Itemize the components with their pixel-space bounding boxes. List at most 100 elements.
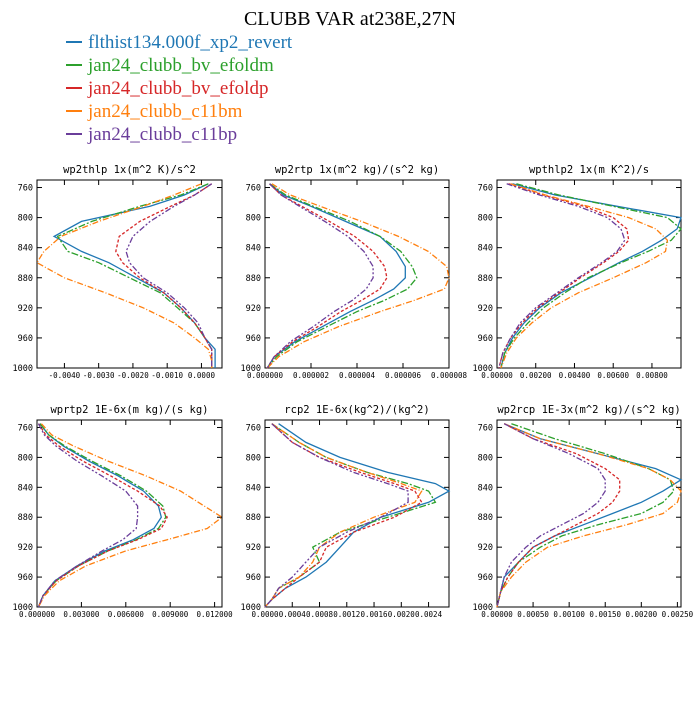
legend-item-2: jan24_clubb_bv_efoldm bbox=[66, 54, 292, 77]
ytick-label-5-4: 880 bbox=[246, 513, 261, 523]
xtick-label-4-1: 0.000000 bbox=[19, 610, 56, 619]
xtick-label-6-1: 0.00000 bbox=[481, 610, 513, 619]
legend-label-1: flthist134.000f_xp2_revert bbox=[88, 32, 293, 53]
ytick-label-1-7: 1000 bbox=[13, 364, 33, 374]
xtick-label-1-2: -0.0030 bbox=[83, 371, 115, 380]
xtick-label-5-3: 0.0008 bbox=[306, 610, 334, 619]
chart-title-4: wprtp2 1E-6x(m kg)/(s kg) bbox=[50, 404, 208, 416]
series-line-6-5 bbox=[496, 423, 606, 608]
ytick-label-1-5: 920 bbox=[18, 304, 33, 314]
series-line-1-2 bbox=[56, 183, 213, 368]
series-line-5-4 bbox=[264, 423, 423, 608]
ytick-label-1-3: 840 bbox=[18, 244, 33, 254]
xtick-label-2-3: 0.000004 bbox=[339, 371, 376, 380]
xtick-label-3-2: 0.00200 bbox=[520, 371, 552, 380]
xtick-label-3-4: 0.00600 bbox=[597, 371, 629, 380]
series-line-3-5 bbox=[498, 183, 626, 369]
ytick-label-1-1: 760 bbox=[18, 184, 33, 194]
series-line-1-4 bbox=[36, 183, 213, 368]
xtick-label-4-3: 0.006000 bbox=[108, 610, 145, 619]
series-line-6-2 bbox=[496, 423, 675, 608]
series-line-2-1 bbox=[266, 183, 406, 369]
ytick-label-6-5: 920 bbox=[478, 543, 493, 553]
xtick-label-4-2: 0.003000 bbox=[63, 610, 100, 619]
legend-item-3: jan24_clubb_bv_efoldp bbox=[66, 77, 292, 100]
ytick-label-5-2: 800 bbox=[246, 453, 261, 463]
ytick-label-4-4: 880 bbox=[18, 513, 33, 523]
xtick-label-6-6: 0.00250 bbox=[662, 610, 694, 619]
chart-title-6: wp2rcp 1E-3x(m^2 kg)/(s^2 kg) bbox=[497, 404, 680, 416]
series-line-3-4 bbox=[500, 183, 669, 369]
chart-title-1: wp2thlp 1x(m^2 K)/s^2 bbox=[63, 164, 196, 176]
ytick-label-6-2: 800 bbox=[478, 453, 493, 463]
xtick-label-2-2: 0.000002 bbox=[293, 371, 329, 380]
xtick-label-5-7: 0.0024 bbox=[415, 610, 443, 619]
xtick-label-5-5: 0.0016 bbox=[360, 610, 388, 619]
series-line-4-1 bbox=[37, 423, 163, 608]
plot-frame-4 bbox=[36, 419, 223, 608]
ytick-label-4-5: 920 bbox=[18, 543, 33, 553]
xtick-label-6-3: 0.00100 bbox=[553, 610, 585, 619]
ytick-label-4-7: 1000 bbox=[13, 603, 33, 613]
ytick-label-2-5: 920 bbox=[246, 304, 261, 314]
ytick-label-4-3: 840 bbox=[18, 483, 33, 493]
legend-label-5: jan24_clubb_c11bp bbox=[88, 124, 238, 145]
series-line-2-4 bbox=[266, 183, 450, 369]
ytick-label-3-4: 880 bbox=[478, 274, 493, 284]
legend-item-5: jan24_clubb_c11bp bbox=[66, 123, 292, 146]
legend-swatch-4 bbox=[66, 109, 82, 112]
series-line-4-4 bbox=[37, 423, 224, 608]
legend-swatch-1 bbox=[66, 40, 82, 43]
ytick-label-6-6: 960 bbox=[478, 573, 493, 583]
ytick-label-1-2: 800 bbox=[18, 214, 33, 224]
plot-frame-3 bbox=[496, 179, 682, 369]
ytick-label-6-3: 840 bbox=[478, 483, 493, 493]
xtick-label-1-1: -0.0040 bbox=[49, 371, 81, 380]
ytick-label-2-1: 760 bbox=[246, 184, 261, 194]
series-line-3-2 bbox=[500, 183, 682, 369]
xtick-label-3-5: 0.00800 bbox=[636, 371, 668, 380]
ytick-label-3-6: 960 bbox=[478, 334, 493, 344]
series-line-3-3 bbox=[498, 183, 630, 369]
series-line-4-2 bbox=[37, 423, 167, 608]
series-line-3-1 bbox=[500, 183, 682, 369]
ytick-label-4-2: 800 bbox=[18, 453, 33, 463]
ytick-label-5-7: 1000 bbox=[241, 603, 261, 613]
ytick-label-6-7: 1000 bbox=[473, 603, 493, 613]
series-line-5-5 bbox=[264, 423, 409, 608]
ytick-label-2-6: 960 bbox=[246, 334, 261, 344]
series-line-5-3 bbox=[264, 423, 423, 608]
series-line-6-1 bbox=[496, 423, 683, 608]
legend-label-2: jan24_clubb_bv_efoldm bbox=[88, 55, 274, 76]
ytick-label-2-7: 1000 bbox=[241, 364, 261, 374]
ytick-label-3-2: 800 bbox=[478, 214, 493, 224]
xtick-label-2-5: 0.000008 bbox=[431, 371, 468, 380]
ytick-label-1-6: 960 bbox=[18, 334, 33, 344]
ytick-label-3-1: 760 bbox=[478, 184, 493, 194]
plot-frame-6 bbox=[496, 419, 682, 608]
ytick-label-2-3: 840 bbox=[246, 244, 261, 254]
legend-swatch-2 bbox=[66, 63, 82, 66]
xtick-label-6-2: 0.00050 bbox=[517, 610, 549, 619]
legend-swatch-5 bbox=[66, 132, 82, 135]
xtick-label-5-2: 0.0004 bbox=[279, 610, 307, 619]
xtick-label-1-3: -0.0020 bbox=[117, 371, 149, 380]
chart-title-2: wp2rtp 1x(m^2 kg)/(s^2 kg) bbox=[275, 164, 439, 176]
series-line-2-2 bbox=[266, 183, 418, 369]
ytick-label-1-4: 880 bbox=[18, 274, 33, 284]
series-line-6-4 bbox=[496, 423, 682, 608]
series-line-5-2 bbox=[264, 423, 437, 608]
ytick-label-3-5: 920 bbox=[478, 304, 493, 314]
series-line-2-5 bbox=[266, 183, 374, 369]
ytick-label-5-3: 840 bbox=[246, 483, 261, 493]
series-line-4-5 bbox=[37, 423, 139, 608]
xtick-label-4-5: 0.012000 bbox=[197, 610, 234, 619]
legend-swatch-3 bbox=[66, 86, 82, 89]
ytick-label-5-5: 920 bbox=[246, 543, 261, 553]
xtick-label-5-6: 0.0020 bbox=[388, 610, 416, 619]
ytick-label-4-6: 960 bbox=[18, 573, 33, 583]
ytick-label-4-1: 760 bbox=[18, 423, 33, 433]
xtick-label-1-4: -0.0010 bbox=[151, 371, 183, 380]
